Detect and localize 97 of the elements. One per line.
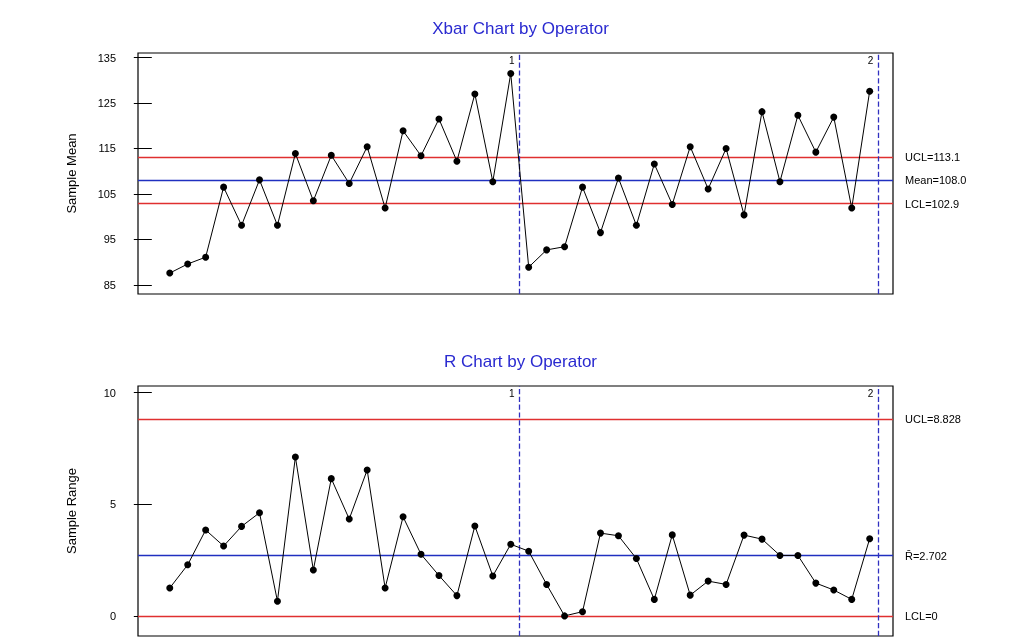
point [166, 584, 174, 592]
point [453, 157, 461, 165]
point [525, 263, 533, 271]
ref-line-label: LCL=102.9 [905, 197, 960, 210]
point [704, 577, 712, 585]
point [184, 260, 192, 268]
y-tick-label: 115 [98, 142, 116, 155]
chart-title: R Chart by Operator [443, 352, 598, 371]
point [399, 513, 407, 521]
chart-title: Xbar Chart by Operator [432, 19, 610, 38]
point [650, 160, 658, 168]
point [704, 185, 712, 193]
point [202, 253, 210, 261]
annotation: 2 [867, 387, 874, 399]
point [686, 591, 694, 599]
point [238, 221, 246, 229]
point [561, 243, 569, 251]
point [345, 515, 353, 523]
point [435, 572, 443, 580]
point [722, 144, 730, 152]
point [256, 176, 263, 184]
y-tick-label: 10 [103, 386, 116, 399]
point [722, 580, 730, 588]
point [812, 148, 820, 156]
point [579, 183, 587, 191]
ref-line-label: UCL=8.828 [905, 412, 961, 425]
ref-line-label: LCL=0 [905, 609, 938, 622]
point [830, 586, 838, 594]
point [363, 466, 371, 474]
point [363, 143, 371, 151]
point [309, 566, 317, 574]
point [184, 561, 192, 569]
point [525, 547, 533, 555]
annotation: 1 [508, 387, 515, 399]
point [471, 522, 479, 530]
y-axis-title: Sample Range [64, 468, 79, 554]
y-tick-label: 85 [103, 278, 116, 291]
annotation: 1 [508, 54, 515, 66]
point [579, 608, 587, 616]
point [561, 612, 569, 620]
point [794, 111, 802, 119]
point [668, 200, 676, 208]
ref-line-label: R̄=2.702 [905, 549, 947, 562]
point [291, 453, 299, 461]
point [866, 535, 874, 543]
y-axis-title: Sample Mean [64, 133, 79, 214]
point [417, 152, 425, 160]
point [668, 531, 676, 539]
point [291, 149, 299, 157]
point [507, 69, 515, 77]
point [202, 526, 210, 534]
point [220, 542, 228, 550]
point [596, 529, 604, 537]
point [632, 555, 640, 563]
point [273, 597, 281, 605]
point [327, 475, 335, 483]
point [812, 579, 820, 587]
point [650, 595, 658, 603]
point [238, 522, 246, 530]
point [543, 246, 551, 254]
point [596, 229, 604, 237]
point [614, 532, 622, 540]
point [453, 592, 461, 600]
point [614, 174, 622, 182]
point [543, 580, 551, 588]
point [309, 197, 317, 205]
point [166, 269, 174, 277]
point [758, 108, 766, 116]
y-tick-label: 105 [97, 187, 116, 200]
point [507, 540, 515, 548]
point [776, 551, 784, 559]
point [273, 221, 281, 229]
y-tick-label: 135 [97, 51, 116, 64]
point [327, 151, 335, 159]
point [256, 509, 263, 517]
point [489, 178, 497, 186]
point [417, 550, 425, 558]
annotation: 2 [867, 54, 874, 66]
y-tick-label: 0 [109, 609, 116, 622]
point [220, 183, 228, 191]
point [848, 595, 856, 603]
point [489, 572, 497, 580]
point [866, 87, 874, 95]
y-tick-label: 95 [103, 233, 116, 246]
point [830, 113, 838, 121]
point [345, 180, 353, 187]
point [776, 178, 784, 186]
y-tick-label: 5 [109, 498, 116, 511]
point [399, 127, 407, 135]
point [848, 204, 856, 212]
point [471, 90, 479, 98]
point [632, 221, 640, 229]
y-tick-label: 125 [97, 97, 116, 110]
ref-line-label: UCL=113.1 [905, 151, 961, 164]
ref-line-label: Mean=108.0 [905, 174, 967, 187]
point [686, 143, 694, 151]
point [794, 551, 802, 559]
